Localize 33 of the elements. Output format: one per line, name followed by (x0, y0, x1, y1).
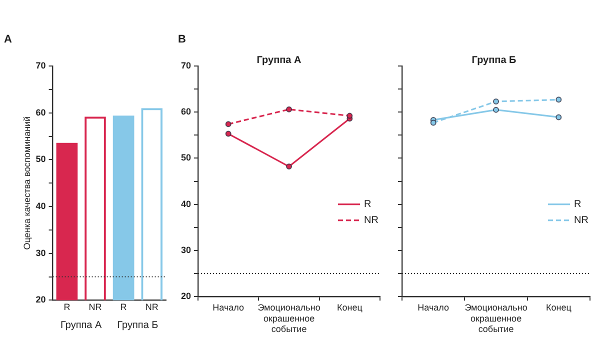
y-tick-label: 40 (36, 201, 46, 212)
y-axis-title: Оценка качества воспоминаний (22, 116, 32, 250)
y-tick-label: 60 (180, 106, 192, 117)
text: Группа А (60, 320, 102, 331)
y-tick-label: 20 (36, 294, 46, 305)
x-tick-label: R (64, 302, 71, 312)
chart-title: Группа А (256, 54, 302, 66)
x-tick-label: Начало (418, 302, 450, 312)
x-tick-label: NR (88, 302, 102, 312)
legend-label: NR (364, 215, 378, 226)
y-tick-label: 70 (36, 60, 46, 70)
text: Группа Б (117, 320, 159, 331)
y-tick-label: 40 (180, 198, 192, 209)
chart-title: Группа Б (472, 54, 516, 66)
x-tick-label: R (120, 302, 128, 312)
text: A (4, 34, 12, 46)
y-tick-label: 60 (36, 107, 46, 118)
x-tick-label: Конец (336, 302, 362, 312)
legend-label: R (574, 199, 582, 210)
x-tick-label: Эмоционально окрашенное событие (258, 302, 320, 334)
x-tick-label: Конец (546, 302, 572, 312)
y-tick-label: 20 (180, 291, 192, 302)
text: B (178, 34, 186, 46)
x-tick-label: Начало (212, 302, 244, 312)
legend-label: NR (574, 215, 588, 226)
y-tick-label: 50 (180, 152, 192, 163)
x-tick-label: NR (145, 302, 159, 312)
y-tick-label: 30 (36, 248, 46, 258)
legend-label: R (364, 199, 372, 210)
x-tick-label: Эмоционально окрашенное событие (464, 302, 528, 334)
y-tick-label: 70 (180, 60, 192, 70)
y-tick-label: 30 (180, 244, 192, 255)
y-tick-label: 50 (36, 154, 46, 164)
